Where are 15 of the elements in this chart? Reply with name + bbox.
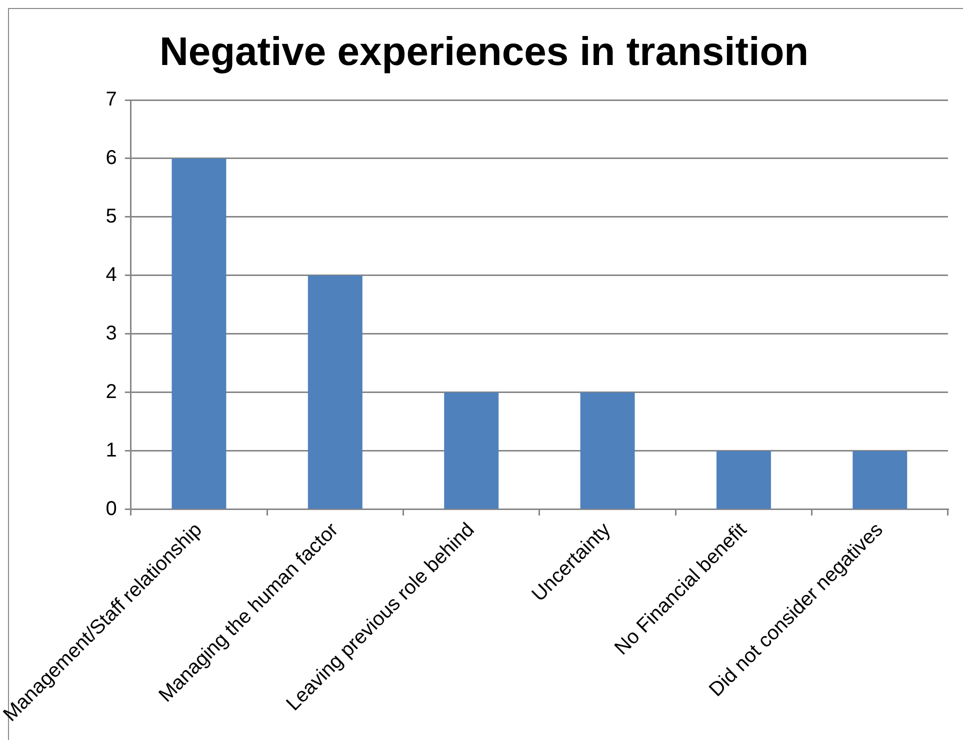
y-tick-label: 0 bbox=[106, 498, 117, 520]
y-tick-label: 3 bbox=[106, 322, 117, 344]
bar bbox=[852, 450, 908, 509]
bar bbox=[172, 158, 226, 509]
bar bbox=[308, 275, 362, 509]
y-tick-label: 4 bbox=[106, 264, 117, 286]
y-tick-label: 6 bbox=[106, 147, 117, 170]
bar bbox=[444, 392, 499, 509]
y-tick-label: 7 bbox=[106, 88, 117, 111]
y-tick-label: 1 bbox=[106, 439, 117, 462]
y-tick-label: 2 bbox=[106, 380, 117, 403]
bar bbox=[716, 450, 771, 509]
bar bbox=[580, 392, 635, 509]
chart-title: Negative experiences in transition bbox=[159, 30, 809, 74]
y-tick-label: 5 bbox=[106, 206, 117, 228]
